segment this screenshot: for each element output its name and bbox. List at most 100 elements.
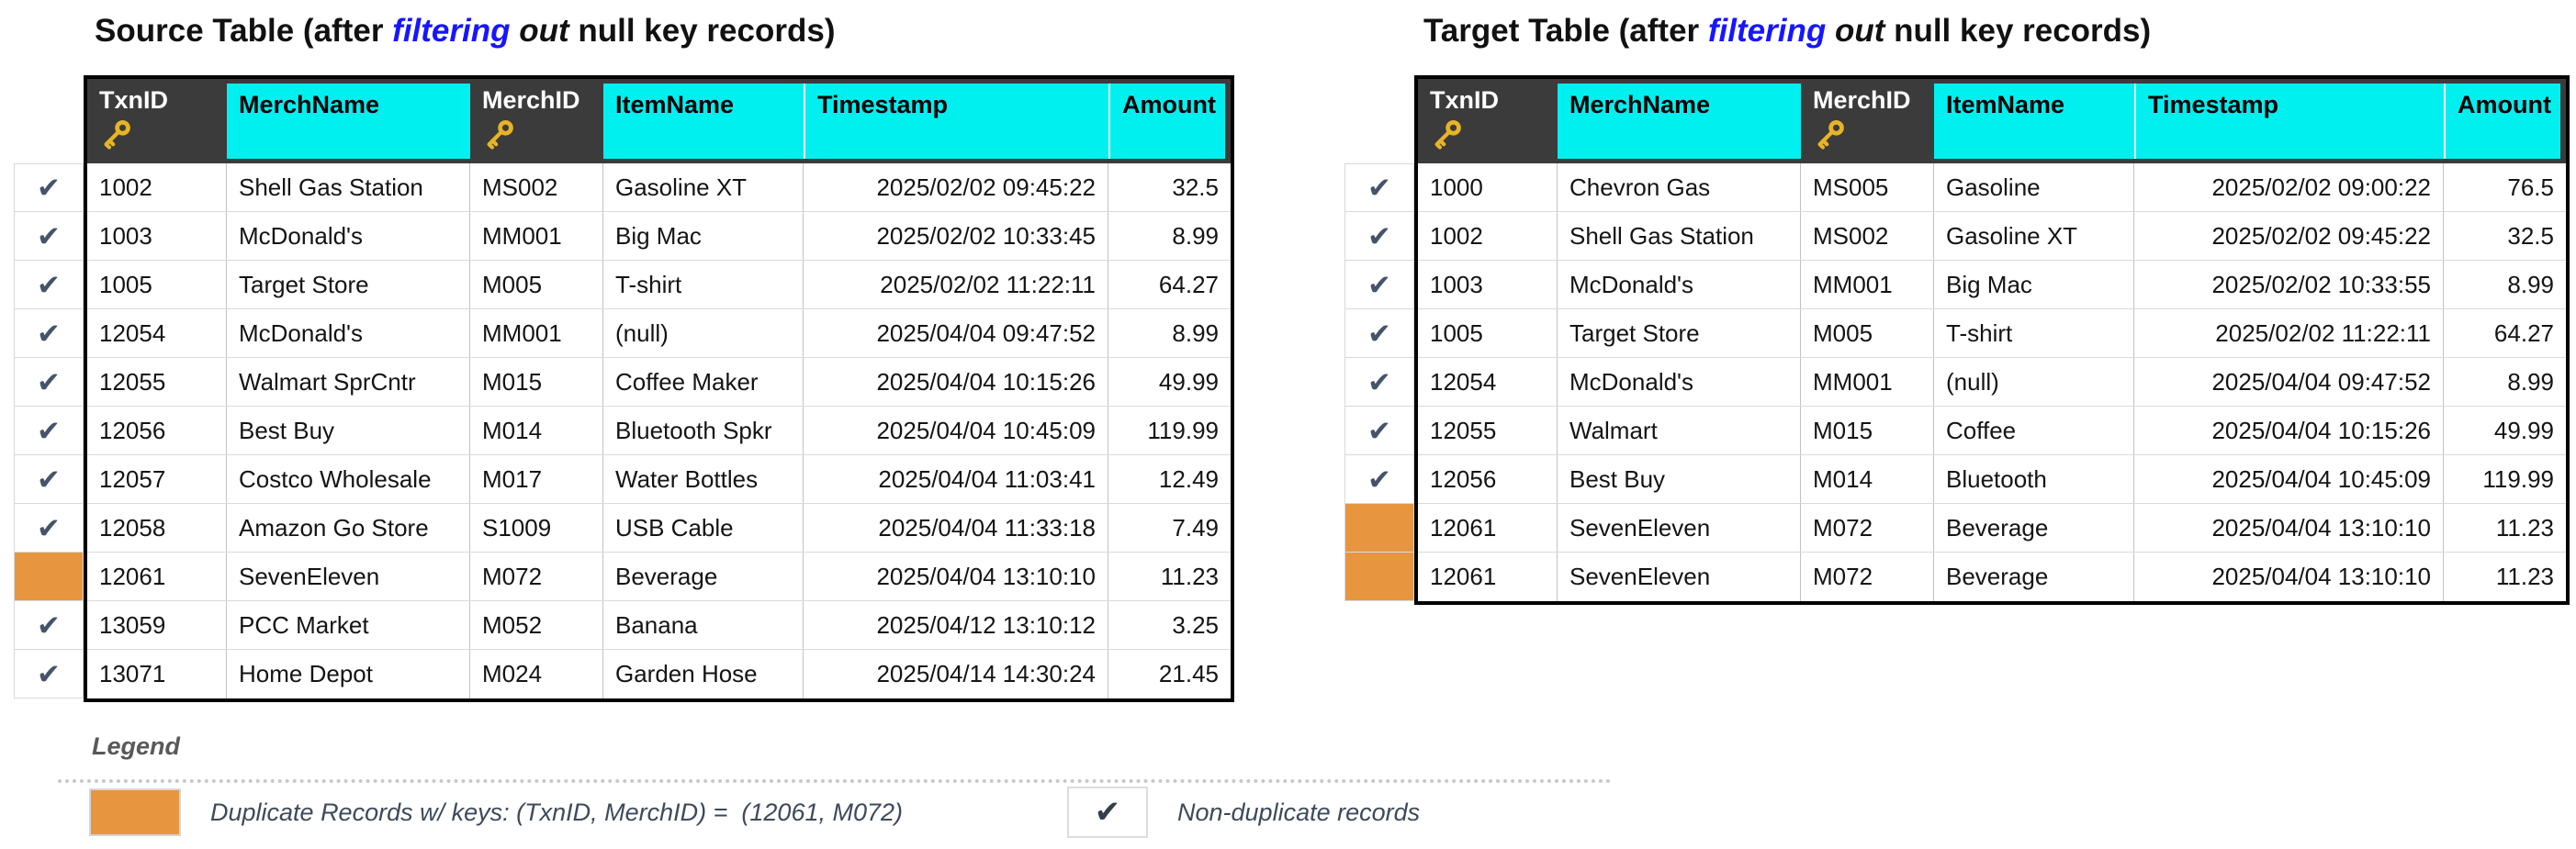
status-cell-duplicate (1344, 553, 1414, 601)
column-header-label: Amount (1108, 84, 1225, 159)
table-cell: 2025/04/04 13:10:10 (2134, 553, 2444, 601)
table-cell: M015 (1801, 407, 1934, 454)
column-header-amount: Amount (1108, 79, 1231, 163)
table-cell: 12057 (87, 455, 227, 503)
table-cell: M052 (470, 601, 603, 649)
title-text: Target Table (after (1423, 13, 1708, 49)
table-row: 12055 Walmart SprCntr M015 Coffee Maker 2025… (87, 358, 1231, 407)
table-cell: 8.99 (1172, 318, 1219, 347)
table-cell: 12061 (1418, 504, 1558, 552)
table-cell: Amazon Go Store (227, 504, 470, 552)
check-icon: ✔ (37, 657, 61, 690)
table-row: 12056 Best Buy M014 Bluetooth Spkr 2025/04/0… (87, 407, 1231, 455)
status-cell-check: ✔ (14, 455, 84, 504)
table-cell: MM001 (470, 212, 603, 260)
table-cell: 1002 (1418, 212, 1558, 260)
table-cell: MS005 (1801, 163, 1934, 211)
table-cell: 11.23 (2495, 513, 2554, 542)
table-cell: 12054 (87, 309, 227, 357)
table-cell: Beverage (1934, 553, 2134, 601)
table-cell: Shell Gas Station (227, 163, 470, 211)
table-cell: T-shirt (603, 261, 804, 308)
table-cell: 2025/02/02 11:22:11 (2134, 309, 2444, 357)
status-cell-check: ✔ (14, 407, 84, 455)
table-row: 1002 Shell Gas Station MS002 Gasoline XT 202… (1418, 212, 2566, 261)
table-cell: 13059 (87, 601, 227, 649)
check-icon: ✔ (37, 317, 61, 350)
status-cell-check: ✔ (1344, 309, 1414, 358)
title-text: Source Table (after (95, 13, 393, 49)
table-cell: (null) (603, 309, 804, 357)
table-cell: 119.99 (1147, 416, 1219, 444)
table-row: 13059 PCC Market M052 Banana 2025/04/12 13:1… (87, 601, 1231, 650)
column-header-timestamp: Timestamp (804, 79, 1108, 163)
table-cell: M017 (470, 455, 603, 503)
table-cell: SevenEleven (1558, 553, 1801, 601)
table-cell: Coffee Maker (603, 358, 804, 406)
table-cell: McDonald's (227, 309, 470, 357)
target-header-row: TxnID MerchName MerchID ItemName Timestamp Am… (1418, 79, 2566, 163)
check-icon: ✔ (37, 365, 61, 398)
table-cell: 2025/02/02 09:00:22 (2134, 163, 2444, 211)
legend-duplicate-label: Duplicate Records w/ keys: (TxnID, Merch… (210, 798, 904, 826)
target-data-table: TxnID MerchName MerchID ItemName Timestamp Am… (1414, 75, 2570, 605)
table-row: 12061 SevenEleven M072 Beverage 2025/04/04 1… (87, 553, 1231, 601)
table-cell: M024 (470, 650, 603, 698)
check-icon: ✔ (1367, 414, 1391, 447)
table-cell: M015 (470, 358, 603, 406)
table-cell: Coffee (1934, 407, 2134, 454)
status-cell-check: ✔ (14, 261, 84, 309)
table-cell: McDonald's (227, 212, 470, 260)
nonduplicate-checkbox: ✔ (1067, 787, 1148, 838)
status-cell-check: ✔ (14, 504, 84, 553)
status-cell-check: ✔ (1344, 163, 1414, 212)
check-icon: ✔ (37, 609, 61, 642)
table-cell: Walmart SprCntr (227, 358, 470, 406)
column-header-merchid: MerchID (470, 79, 603, 163)
table-cell: M005 (1801, 309, 1934, 357)
table-cell: MM001 (1801, 358, 1934, 406)
table-cell: 2025/02/02 09:45:22 (2134, 212, 2444, 260)
table-cell: 21.45 (1158, 660, 1219, 687)
column-header-itemname: ItemName (1934, 79, 2134, 163)
check-icon: ✔ (1367, 268, 1391, 301)
source-header-row: TxnID MerchName MerchID ItemName Timestamp Am… (87, 79, 1231, 163)
table-cell: M072 (470, 553, 603, 600)
table-cell: 2025/04/04 10:45:09 (804, 407, 1108, 454)
table-row: 1003 McDonald's MM001 Big Mac 2025/02/02 10:… (1418, 261, 2566, 309)
check-icon: ✔ (1367, 463, 1391, 496)
column-header-merchname: MerchName (227, 79, 470, 163)
table-cell: MS002 (470, 163, 603, 211)
check-icon: ✔ (37, 219, 61, 252)
table-row: 1002 Shell Gas Station MS002 Gasoline XT 202… (87, 163, 1231, 212)
table-cell: T-shirt (1934, 309, 2134, 357)
table-cell: 1005 (1418, 309, 1558, 357)
column-header-timestamp: Timestamp (2134, 79, 2444, 163)
table-row: 1005 Target Store M005 T-shirt 2025/02/02 11… (1418, 309, 2566, 358)
check-icon: ✔ (1367, 317, 1391, 350)
status-cell-check: ✔ (1344, 261, 1414, 309)
column-header-label: MerchID (482, 86, 580, 114)
table-cell: S1009 (470, 504, 603, 552)
legend-separator (58, 779, 1612, 783)
table-cell: McDonald's (1558, 261, 1801, 308)
table-cell: Target Store (1558, 309, 1801, 357)
status-cell-check: ✔ (1344, 407, 1414, 455)
title-text: null key records) (578, 13, 836, 49)
check-icon: ✔ (1367, 172, 1391, 204)
table-cell: MM001 (1801, 261, 1934, 308)
column-header-label: Amount (2444, 84, 2560, 159)
legend-item-nonduplicate: ✔ Non-duplicate records (1067, 787, 1420, 838)
table-cell: 64.27 (1158, 270, 1219, 298)
status-cell-duplicate (14, 553, 84, 601)
source-rows: 1002 Shell Gas Station MS002 Gasoline XT 202… (87, 163, 1231, 698)
source-table-title: Source Table (after filtering out null k… (95, 13, 835, 50)
table-cell: SevenEleven (227, 553, 470, 600)
table-cell: Target Store (227, 261, 470, 308)
column-header-label: MerchName (1558, 84, 1801, 159)
table-cell: 1003 (87, 212, 227, 260)
table-cell: 12055 (1418, 407, 1558, 454)
table-cell: 2025/04/04 11:03:41 (804, 455, 1108, 503)
table-cell: 12061 (1418, 553, 1558, 601)
table-cell: Walmart (1558, 407, 1801, 454)
